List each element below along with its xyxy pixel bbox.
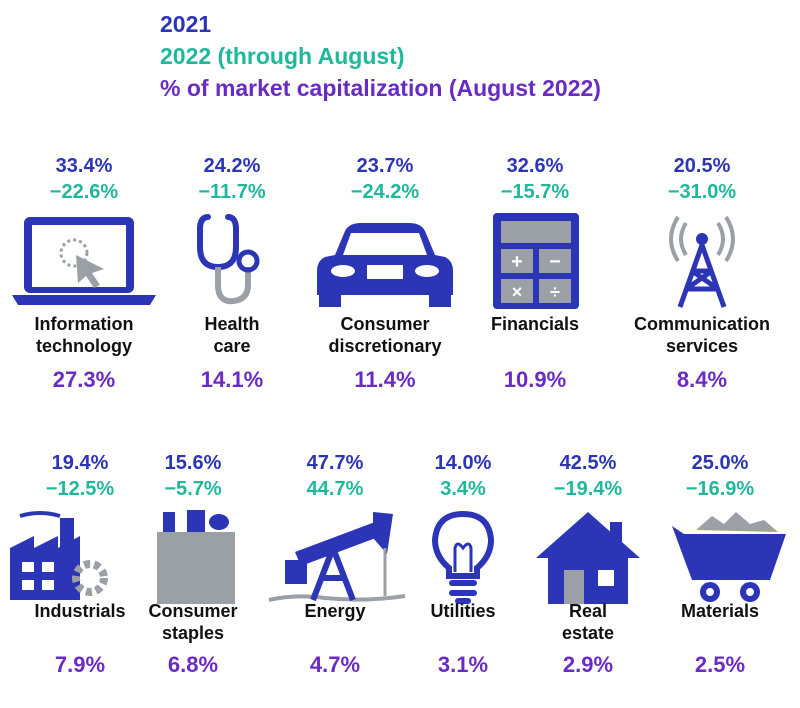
- svg-text:×: ×: [512, 282, 523, 302]
- sector-name: Consumer discretionary: [328, 314, 442, 356]
- market-cap: 11.4%: [354, 367, 416, 392]
- value-2022: 3.4%: [440, 478, 486, 500]
- legend-2022: 2022 (through August): [160, 43, 405, 69]
- sector-name: Materials: [680, 601, 760, 621]
- market-cap: 6.8%: [167, 652, 219, 677]
- value-2021: 32.6%: [506, 155, 564, 177]
- calculator-icon: + − × ÷: [493, 213, 579, 309]
- laptop-icon: [12, 217, 156, 305]
- value-2022: −12.5%: [45, 478, 115, 500]
- value-2022: −16.9%: [685, 478, 755, 500]
- market-cap: 2.5%: [694, 652, 746, 677]
- sector-name: Consumer staples: [148, 601, 238, 643]
- value-2022: 44.7%: [306, 478, 364, 500]
- light-bulb-icon: [431, 510, 495, 604]
- value-2021: 33.4%: [55, 155, 113, 177]
- sector-name: Financials: [490, 314, 580, 334]
- value-2022: −19.4%: [553, 478, 623, 500]
- svg-text:+: +: [511, 251, 523, 273]
- antenna-tower-icon: [669, 215, 735, 308]
- market-cap: 8.4%: [676, 367, 728, 392]
- value-2022: −15.7%: [500, 181, 570, 203]
- value-2021: 19.4%: [51, 452, 109, 474]
- factory-icon: [10, 511, 108, 600]
- legend-2021: 2021: [160, 11, 212, 37]
- sector-name: Utilities: [430, 601, 496, 621]
- sector-name: Communication services: [633, 314, 770, 356]
- grocery-bag-icon: [157, 510, 235, 604]
- svg-text:÷: ÷: [550, 282, 560, 302]
- value-2021: 42.5%: [559, 452, 617, 474]
- legend: 2021 2022 (through August) % of market c…: [160, 8, 601, 104]
- value-2022: −24.2%: [350, 181, 420, 203]
- market-cap: 7.9%: [54, 652, 106, 677]
- sector-name: Industrials: [34, 601, 126, 621]
- sector-name: Real estate: [561, 601, 615, 643]
- market-cap: 14.1%: [200, 367, 264, 392]
- oil-pump-icon: [268, 512, 406, 602]
- value-2022: −11.7%: [198, 181, 266, 203]
- value-2021: 20.5%: [673, 155, 731, 177]
- market-cap: 10.9%: [503, 367, 567, 392]
- value-2021: 24.2%: [203, 155, 261, 177]
- market-cap: 3.1%: [437, 652, 489, 677]
- value-2022: −31.0%: [667, 181, 737, 203]
- market-cap: 27.3%: [52, 367, 116, 392]
- sector-name: Health care: [204, 314, 260, 356]
- value-2021: 23.7%: [356, 155, 414, 177]
- house-icon: [536, 512, 640, 604]
- value-2021: 14.0%: [434, 452, 492, 474]
- stethoscope-icon: [197, 214, 260, 305]
- value-2021: 15.6%: [164, 452, 222, 474]
- market-cap: 4.7%: [309, 652, 361, 677]
- car-icon: [317, 223, 453, 307]
- sector-name: Energy: [304, 601, 366, 621]
- mine-cart-icon: [672, 512, 786, 602]
- value-2021: 25.0%: [691, 452, 749, 474]
- value-2022: −5.7%: [164, 478, 222, 500]
- svg-text:−: −: [549, 251, 561, 273]
- legend-market-cap: % of market capitalization (August 2022): [160, 75, 601, 101]
- market-cap: 2.9%: [562, 652, 614, 677]
- value-2021: 47.7%: [306, 452, 364, 474]
- value-2022: −22.6%: [49, 181, 119, 203]
- sector-name: Information technology: [34, 314, 134, 356]
